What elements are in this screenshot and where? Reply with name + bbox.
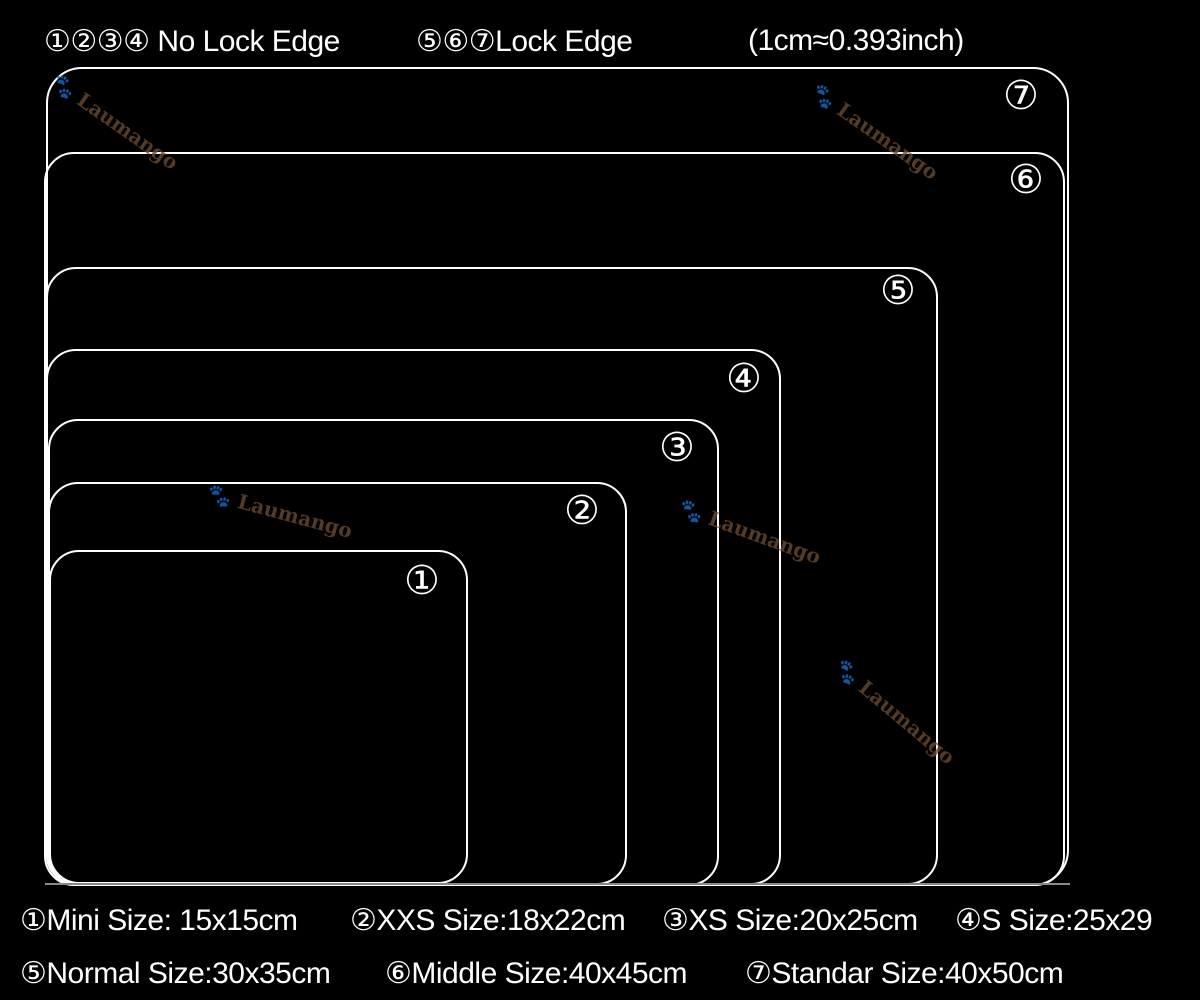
legend-item-1: ①Mini Size: 15x15cm [20,904,298,937]
pad-marker-7: ⑦ [1003,73,1039,119]
unit-conversion: (1cm≈0.393inch) [748,24,964,57]
no-lock-edge-label: ①②③④ No Lock Edge [44,25,340,58]
legend-item-6: ⑥Middle Size:40x45cm [385,957,688,990]
legend-item-3: ③XS Size:20x25cm [662,904,918,937]
lock-edge-label: ⑤⑥⑦Lock Edge [416,25,633,58]
legend-item-4: ④S Size:25x29 [955,904,1153,937]
legend-item-2: ②XXS Size:18x22cm [350,904,626,937]
pad-marker-5: ⑤ [880,268,916,314]
pad-marker-6: ⑥ [1008,157,1044,203]
pad-marker-1: ① [404,558,440,604]
legend-item-5: ⑤Normal Size:30x35cm [20,957,331,990]
pad-marker-2: ② [564,488,600,534]
legend-item-7: ⑦Standar Size:40x50cm [745,957,1064,990]
pad-marker-3: ③ [659,425,695,471]
baseline [45,883,1070,885]
pad-marker-4: ④ [726,356,762,402]
